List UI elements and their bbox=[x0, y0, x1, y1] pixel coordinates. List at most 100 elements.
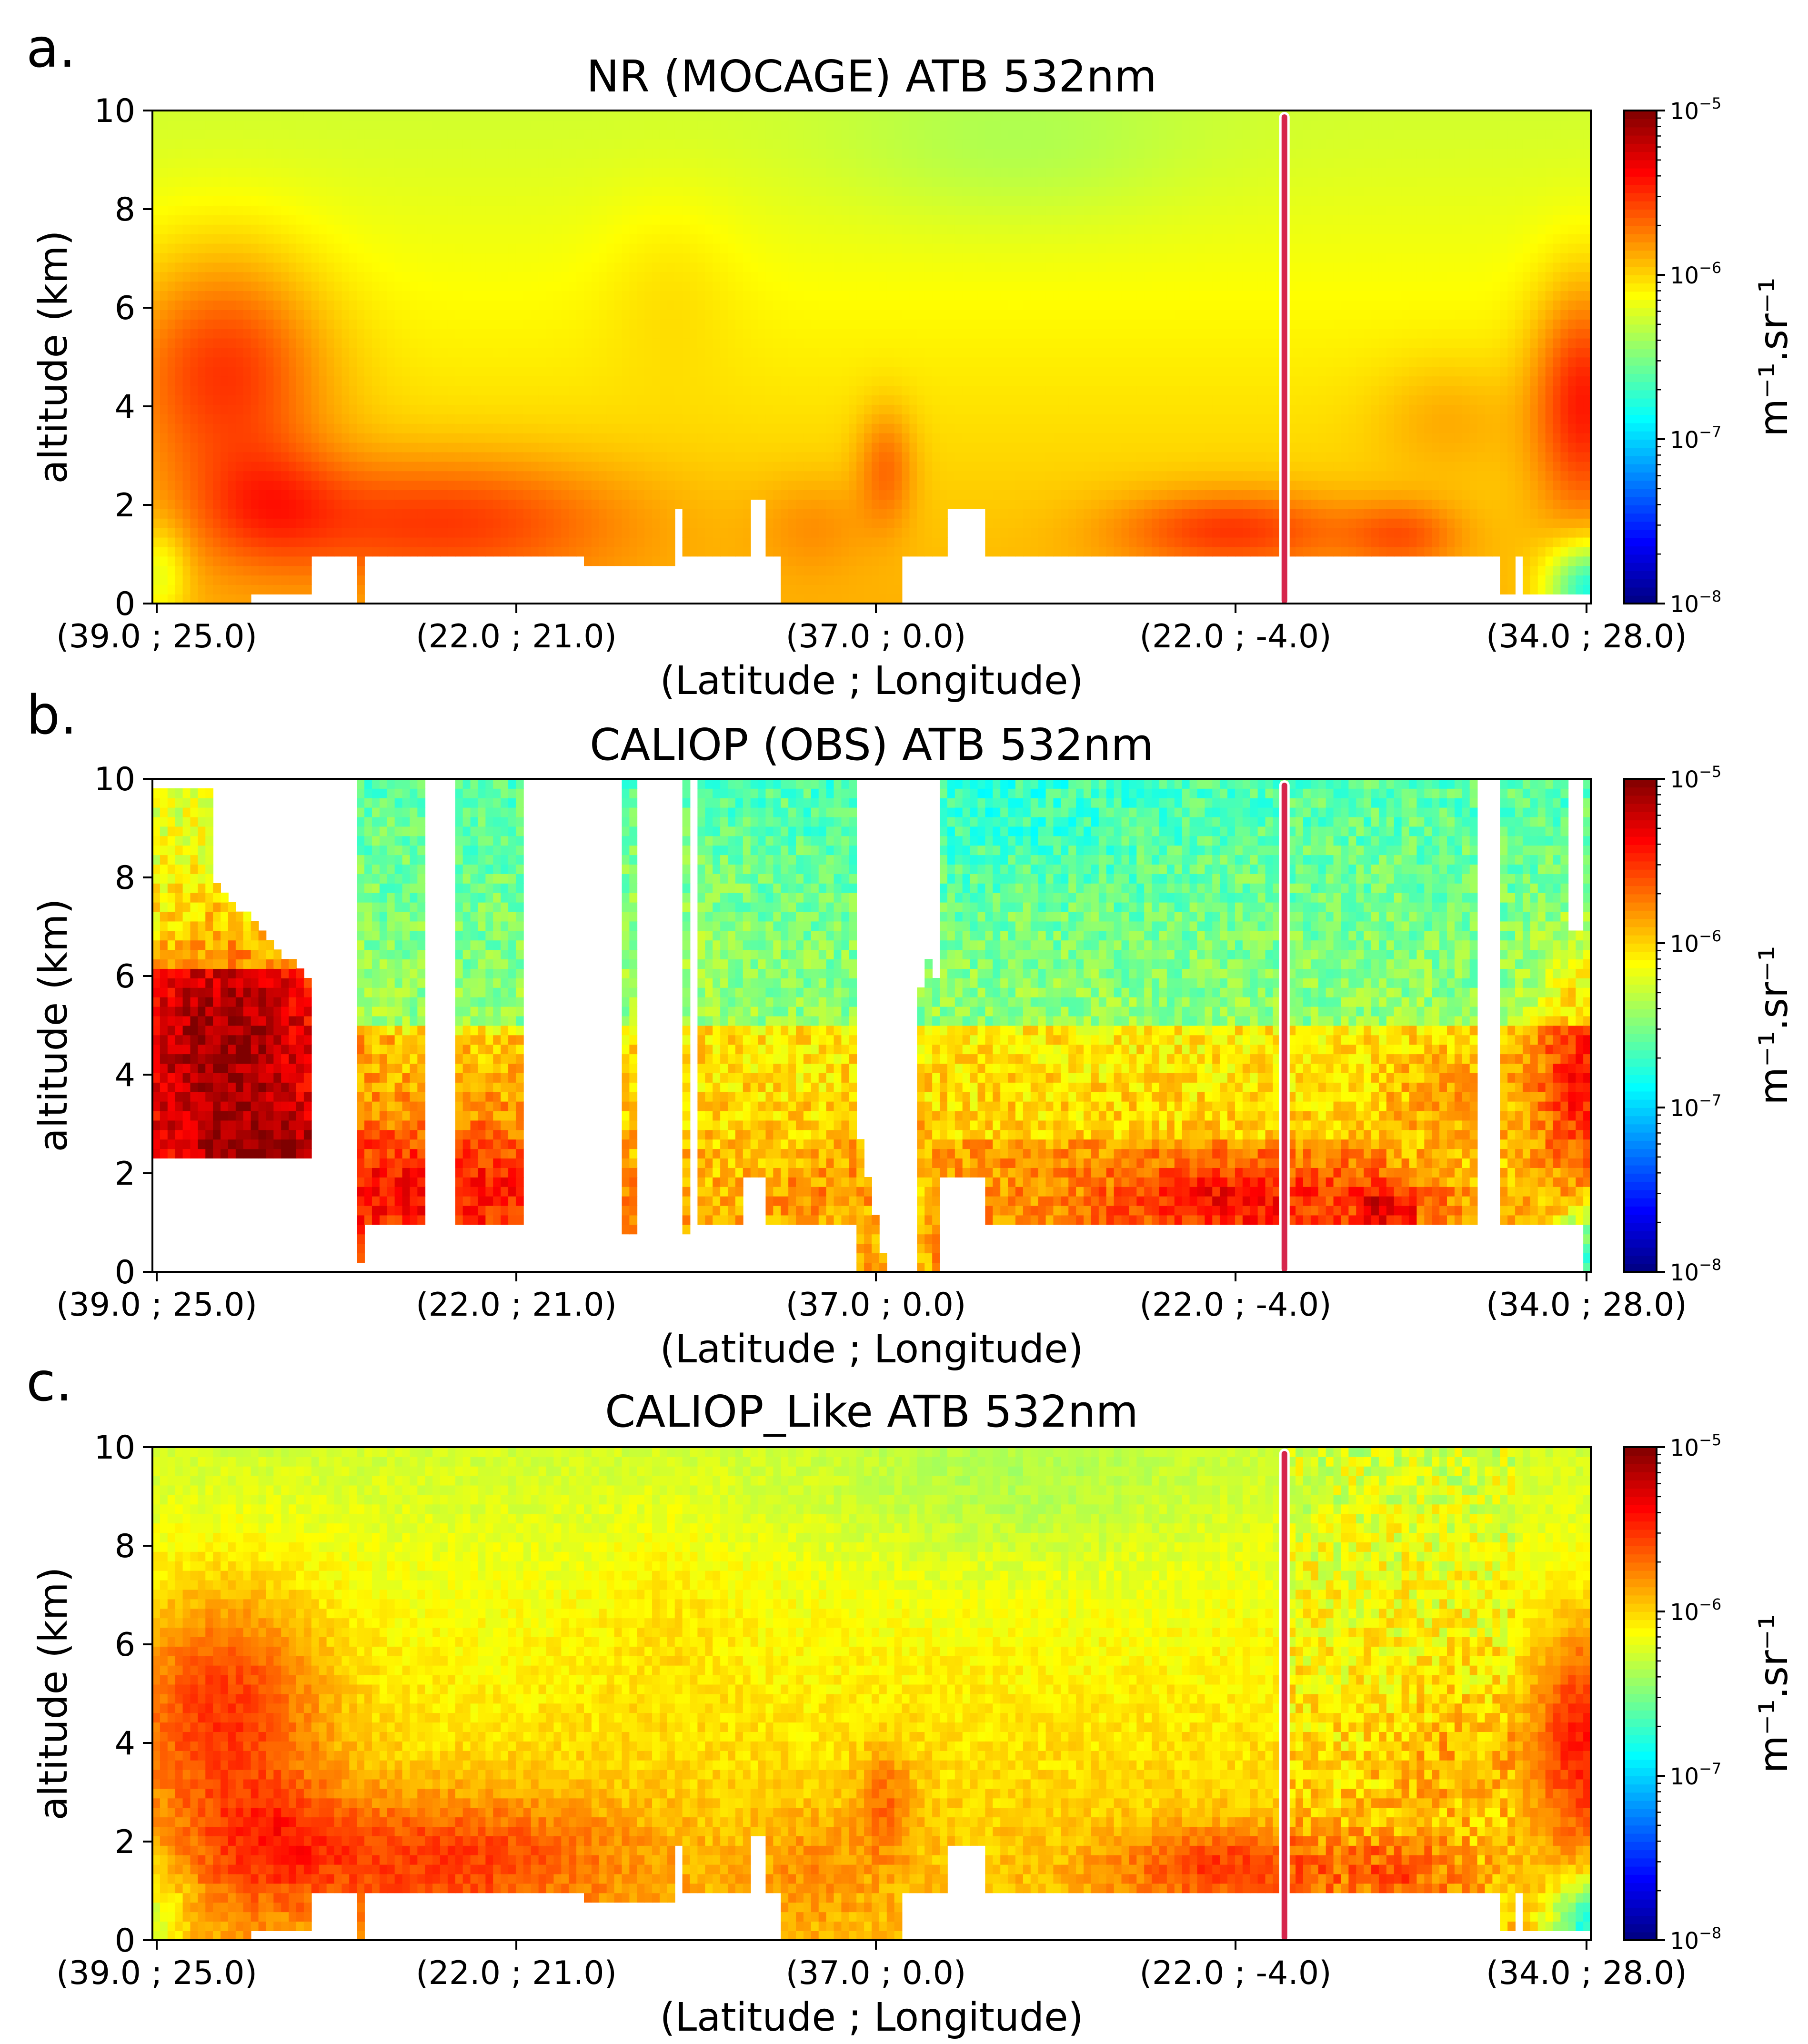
heatmap-cell bbox=[304, 404, 312, 414]
heatmap-cell bbox=[349, 480, 357, 490]
heatmap-cell bbox=[342, 149, 350, 159]
heatmap-cell bbox=[296, 329, 304, 339]
heatmap-cell bbox=[289, 149, 297, 159]
heatmap-cell bbox=[190, 556, 198, 566]
heatmap-cell bbox=[273, 196, 281, 206]
heatmap-cell bbox=[304, 215, 312, 225]
heatmap-cell bbox=[213, 234, 221, 244]
heatmap-cell bbox=[342, 338, 350, 348]
heatmap-cell bbox=[198, 177, 206, 187]
heatmap-cell bbox=[152, 262, 161, 272]
heatmap-cell bbox=[228, 452, 236, 462]
heatmap-cell bbox=[281, 291, 289, 301]
heatmap-cell bbox=[190, 310, 198, 320]
heatmap-cell bbox=[273, 310, 281, 320]
heatmap-cell bbox=[198, 262, 206, 272]
heatmap-cell bbox=[168, 414, 176, 424]
heatmap-cell bbox=[228, 139, 236, 149]
heatmap-cell bbox=[311, 480, 320, 490]
heatmap-cell bbox=[190, 395, 198, 405]
heatmap-cell bbox=[334, 433, 342, 443]
heatmap-cell bbox=[183, 205, 191, 215]
heatmap-cell bbox=[213, 281, 221, 291]
heatmap-cell bbox=[304, 528, 312, 538]
heatmap-cell bbox=[311, 234, 320, 244]
heatmap-cell bbox=[304, 310, 312, 320]
heatmap-cell bbox=[289, 575, 297, 585]
heatmap-cell bbox=[205, 291, 213, 301]
heatmap-cell bbox=[152, 234, 161, 244]
heatmap-cell bbox=[319, 338, 327, 348]
heatmap-cell bbox=[160, 215, 168, 225]
heatmap-cell bbox=[221, 414, 229, 424]
heatmap-cell bbox=[236, 234, 244, 244]
heatmap-cell bbox=[205, 111, 213, 121]
heatmap-cell bbox=[213, 414, 221, 424]
heatmap-cell bbox=[319, 443, 327, 453]
heatmap-cell bbox=[198, 139, 206, 149]
heatmap-cell bbox=[236, 281, 244, 291]
heatmap-cell bbox=[251, 130, 259, 140]
heatmap-cell bbox=[327, 528, 335, 538]
heatmap-cell bbox=[168, 329, 176, 339]
heatmap-cell bbox=[213, 509, 221, 519]
heatmap-cell bbox=[213, 461, 221, 471]
heatmap-cell bbox=[289, 262, 297, 272]
heatmap-cell bbox=[228, 537, 236, 547]
heatmap-cell bbox=[236, 224, 244, 234]
heatmap-cell bbox=[273, 499, 281, 509]
heatmap-cell bbox=[273, 518, 281, 528]
heatmap-cell bbox=[236, 338, 244, 348]
heatmap-cell bbox=[334, 300, 342, 310]
heatmap-cell bbox=[236, 357, 244, 367]
heatmap-cell bbox=[342, 215, 350, 225]
heatmap-cell bbox=[334, 139, 342, 149]
heatmap-cell bbox=[327, 243, 335, 253]
heatmap-cell bbox=[289, 443, 297, 453]
heatmap-cell bbox=[183, 366, 191, 376]
heatmap-cell bbox=[152, 291, 161, 301]
heatmap-cell bbox=[236, 385, 244, 395]
heatmap-cell bbox=[198, 461, 206, 471]
heatmap-cell bbox=[228, 575, 236, 585]
heatmap-cell bbox=[273, 565, 281, 575]
heatmap-cell bbox=[243, 300, 251, 310]
heatmap-cell bbox=[273, 547, 281, 557]
heatmap-cell bbox=[289, 385, 297, 395]
heatmap-cell bbox=[183, 443, 191, 453]
heatmap-cell bbox=[221, 404, 229, 414]
heatmap-cell bbox=[311, 338, 320, 348]
heatmap-cell bbox=[281, 537, 289, 547]
heatmap-cell bbox=[221, 348, 229, 358]
heatmap-cell bbox=[221, 471, 229, 481]
heatmap-cell bbox=[266, 461, 274, 471]
heatmap-cell bbox=[205, 414, 213, 424]
heatmap-cell bbox=[213, 357, 221, 367]
heatmap-cell bbox=[342, 385, 350, 395]
heatmap-cell bbox=[190, 167, 198, 177]
heatmap-cell bbox=[213, 423, 221, 433]
heatmap-cell bbox=[296, 366, 304, 376]
heatmap-cell bbox=[342, 443, 350, 453]
heatmap-cell bbox=[243, 338, 251, 348]
heatmap-cell bbox=[327, 224, 335, 234]
heatmap-cell bbox=[205, 319, 213, 329]
heatmap-cell bbox=[259, 149, 267, 159]
heatmap-cell bbox=[198, 158, 206, 168]
heatmap-cell bbox=[296, 139, 304, 149]
heatmap-cell bbox=[160, 547, 168, 557]
heatmap-cell bbox=[296, 348, 304, 358]
heatmap-cell bbox=[190, 262, 198, 272]
heatmap-cell bbox=[236, 584, 244, 594]
heatmap-cell bbox=[160, 565, 168, 575]
heatmap-cell bbox=[259, 281, 267, 291]
heatmap-cell bbox=[205, 385, 213, 395]
heatmap-cell bbox=[198, 518, 206, 528]
heatmap-cell bbox=[349, 528, 357, 538]
heatmap-cell bbox=[296, 404, 304, 414]
heatmap-cell bbox=[266, 452, 274, 462]
heatmap-cell bbox=[213, 319, 221, 329]
heatmap-cell bbox=[311, 272, 320, 282]
heatmap-cell bbox=[213, 565, 221, 575]
heatmap-cell bbox=[296, 357, 304, 367]
